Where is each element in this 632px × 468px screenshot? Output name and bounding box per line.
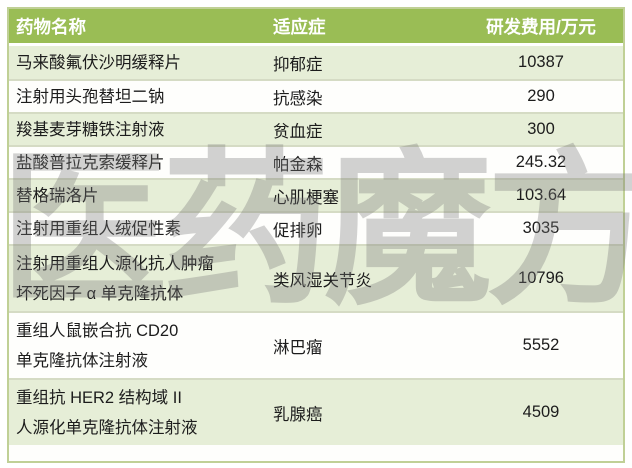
rnd-cost-cell: 245.32 [515,153,567,171]
rnd-cost-cell: 3035 [522,219,560,237]
drug-name-line: 盐酸普拉克索缓释片 [16,153,165,172]
table-row: 重组人鼠嵌合抗 CD20 单克隆抗体注射液 淋巴瘤 5552 [9,311,623,378]
drug-name-line: 羧基麦芽糖铁注射液 [16,120,165,139]
drug-name-cell: 注射用重组人源化抗人肿瘤 坏死因子 α 单克隆抗体 [9,249,273,309]
rnd-cost-cell: 5552 [522,336,560,354]
indication-cell: 类风湿关节炎 [273,271,372,290]
drug-name-line: 注射用头孢替坦二钠 [16,87,165,106]
drug-name-line: 马来酸氟伏沙明缓释片 [16,53,181,72]
indication-cell: 抑郁症 [273,55,323,74]
table-header-row: 药物名称 适应症 研发费用/万元 [9,9,623,46]
indication-cell: 促排卵 [273,221,323,240]
drug-name-line: 人源化单克隆抗体注射液 [16,418,198,437]
drug-name-line: 注射用重组人源化抗人肿瘤 [16,254,214,273]
drug-name-line: 替格瑞洛片 [16,186,99,205]
table-row: 注射用头孢替坦二钠 抗感染 290 [9,79,623,112]
column-header-indication: 适应症 [273,16,326,37]
table-row: 羧基麦芽糖铁注射液 贫血症 300 [9,112,623,145]
drug-name-cell: 注射用头孢替坦二钠 [9,82,273,112]
drug-name-cell: 替格瑞洛片 [9,181,273,211]
drug-name-line: 单克隆抗体注射液 [16,351,148,370]
rnd-cost-cell: 10796 [518,269,564,287]
drug-name-line: 注射用重组人绒促性素 [16,219,181,238]
column-header-drug-name: 药物名称 [16,16,86,37]
drug-name-cell: 马来酸氟伏沙明缓释片 [9,48,273,78]
indication-cell: 心肌梗塞 [273,188,339,207]
drug-name-cell: 注射用重组人绒促性素 [9,214,273,244]
drug-name-cell: 羧基麦芽糖铁注射液 [9,115,273,145]
indication-cell: 乳腺癌 [273,405,323,424]
drug-name-line: 重组人鼠嵌合抗 CD20 [16,321,179,340]
rnd-cost-cell: 10387 [518,53,564,71]
drug-name-cell: 重组抗 HER2 结构域 II 人源化单克隆抗体注射液 [9,383,273,443]
table-row: 重组抗 HER2 结构域 II 人源化单克隆抗体注射液 乳腺癌 4509 [9,378,623,445]
table-row: 盐酸普拉克索缓释片 帕金森 245.32 [9,145,623,178]
rnd-cost-cell: 4509 [522,403,560,421]
rnd-cost-cell: 290 [527,87,555,105]
indication-cell: 帕金森 [273,155,323,174]
column-header-rnd-cost: 研发费用/万元 [486,16,596,37]
indication-cell: 淋巴瘤 [273,338,323,357]
table-body: 马来酸氟伏沙明缓释片 抑郁症 10387 注射用头孢替坦二钠 抗感染 290 羧基麦芽糖铁注… [9,46,623,445]
drug-name-line: 重组抗 HER2 结构域 II [16,388,182,407]
indication-cell: 贫血症 [273,122,323,141]
table-row: 马来酸氟伏沙明缓释片 抑郁症 10387 [9,46,623,79]
table-row: 替格瑞洛片 心肌梗塞 103.64 [9,178,623,211]
drug-name-cell: 盐酸普拉克索缓释片 [9,148,273,178]
drug-name-cell: 重组人鼠嵌合抗 CD20 单克隆抗体注射液 [9,316,273,376]
table-row: 注射用重组人源化抗人肿瘤 坏死因子 α 单克隆抗体 类风湿关节炎 10796 [9,244,623,311]
rnd-cost-cell: 103.64 [515,186,567,204]
rnd-cost-cell: 300 [527,120,555,138]
drug-rnd-cost-table: 药物名称 适应症 研发费用/万元 马来酸氟伏沙明缓释片 抑郁症 10387 注射用头孢… [7,7,625,463]
drug-name-line: 坏死因子 α 单克隆抗体 [16,284,184,303]
indication-cell: 抗感染 [273,89,323,108]
table-row: 注射用重组人绒促性素 促排卵 3035 [9,211,623,244]
